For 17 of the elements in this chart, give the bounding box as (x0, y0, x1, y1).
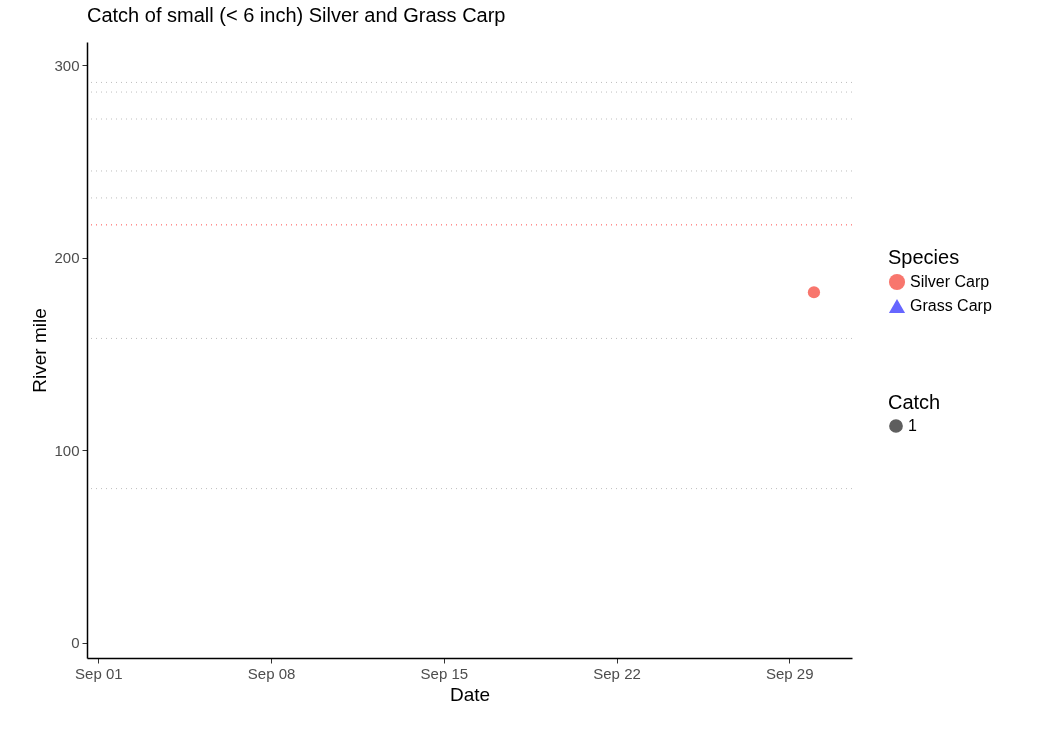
x-tick-label: Sep 29 (766, 664, 814, 682)
x-tick-label: Sep 01 (75, 664, 123, 682)
legend-title: Species (888, 246, 960, 268)
y-tick-label: 300 (54, 56, 80, 74)
x-tick-label: Sep 15 (420, 664, 469, 682)
y-tick-label: 200 (54, 249, 80, 267)
text: Catch (888, 391, 941, 413)
x-axis-title: Date (449, 683, 491, 705)
legend-label: Silver Carp (910, 273, 990, 290)
y-axis-title: River mile (29, 308, 51, 393)
x-tick-label: Sep 08 (247, 664, 296, 682)
chart-title: Catch of small (< 6 inch) Silver and Grass Carp (87, 4, 506, 26)
legend-label: 1 (908, 417, 917, 434)
x-tick-label: Sep 22 (593, 664, 641, 682)
legend-label: Grass Carp (910, 297, 992, 314)
y-tick-label: 100 (54, 441, 80, 459)
y-tick-label: 0 (71, 634, 80, 652)
